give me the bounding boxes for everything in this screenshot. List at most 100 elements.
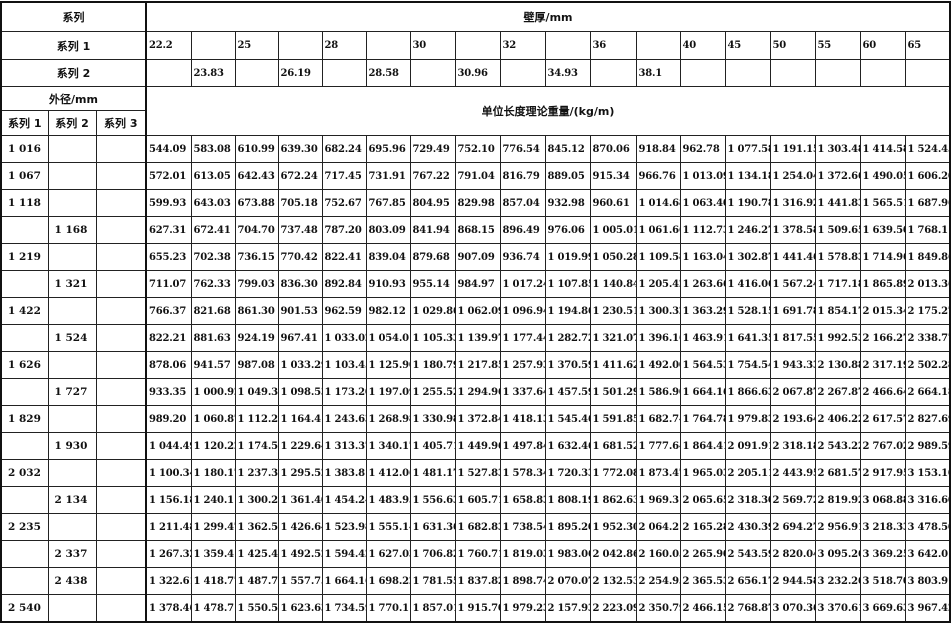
thickness-series1-cell: 22.2 bbox=[145, 31, 192, 60]
weight-cell: 1 449.96 bbox=[454, 432, 501, 460]
thickness-series1-cell bbox=[277, 31, 323, 60]
od-series3-label: 系列 3 bbox=[95, 110, 147, 136]
od-series3-cell bbox=[95, 162, 147, 190]
wall-thickness-header: 壁厚/mm bbox=[145, 1, 951, 32]
weight-cell: 2 681.57 bbox=[814, 459, 861, 487]
weight-cell: 1 463.91 bbox=[679, 324, 726, 352]
weight-cell: 2 820.04 bbox=[769, 540, 816, 568]
weight-cell: 1 180.17 bbox=[190, 459, 236, 487]
weight-cell: 955.14 bbox=[409, 270, 456, 298]
weight-cell: 1 606.20 bbox=[904, 162, 951, 190]
thickness-series2-cell bbox=[814, 59, 861, 87]
weight-cell: 3 232.26 bbox=[814, 567, 861, 595]
thickness-series2-cell: 30.96 bbox=[454, 59, 501, 87]
od-series1-cell: 1 067 bbox=[0, 162, 49, 190]
thickness-series1-cell: 36 bbox=[589, 31, 637, 60]
weight-cell: 1 550.59 bbox=[234, 594, 279, 623]
weight-cell: 941.57 bbox=[190, 351, 236, 379]
table-row: 1 067 572.01 613.05 642.43 672.24 717.45 731.9… bbox=[0, 162, 951, 190]
weight-cell: 1 632.46 bbox=[544, 432, 591, 460]
od-series2-cell bbox=[47, 297, 97, 325]
weight-cell: 2 042.86 bbox=[589, 540, 637, 568]
weight-cell: 1 302.87 bbox=[724, 243, 771, 271]
od-series1-cell: 2 540 bbox=[0, 594, 49, 623]
weight-cell: 1 000.92 bbox=[190, 378, 236, 406]
weight-cell: 766.37 bbox=[145, 297, 192, 325]
od-series2-cell: 1 524 bbox=[47, 324, 97, 352]
table-row: 1 219 655.23 702.38 736.15 770.42 822.41 839.0… bbox=[0, 243, 951, 271]
weight-cell: 1 781.55 bbox=[409, 567, 456, 595]
table-row: 1 829 989.201 060.871 112.231 164.411 243… bbox=[0, 405, 951, 433]
header-row-thickness-series2: 系列 2 23.83 26.19 28.58 30.96 34.93 38.1 bbox=[0, 59, 951, 87]
weight-cell: 896.49 bbox=[499, 216, 546, 244]
weight-cell: 1 441.46 bbox=[769, 243, 816, 271]
weight-cell: 1 864.41 bbox=[679, 432, 726, 460]
weight-cell: 1 497.84 bbox=[499, 432, 546, 460]
weight-cell: 2 067.87 bbox=[769, 378, 816, 406]
weight-cell: 1 706.82 bbox=[409, 540, 456, 568]
weight-cell: 1 837.82 bbox=[454, 567, 501, 595]
weight-cell: 1 255.52 bbox=[409, 378, 456, 406]
weight-cell: 1 591.85 bbox=[589, 405, 637, 433]
weight-cell: 1 370.59 bbox=[544, 351, 591, 379]
weight-cell: 672.24 bbox=[277, 162, 323, 190]
weight-cell: 544.09 bbox=[145, 135, 192, 163]
thickness-series2-cell: 26.19 bbox=[277, 59, 323, 87]
weight-cell: 1 077.58 bbox=[724, 135, 771, 163]
weight-cell: 1 734.59 bbox=[321, 594, 367, 623]
unit-weight-header: 单位长度理论重量/(kg/m) bbox=[145, 86, 951, 136]
weight-cell: 1 100.34 bbox=[145, 459, 192, 487]
weight-cell: 822.21 bbox=[145, 324, 192, 352]
weight-cell: 1 217.85 bbox=[454, 351, 501, 379]
weight-cell: 2 767.02 bbox=[859, 432, 906, 460]
thickness-series2-label: 系列 2 bbox=[0, 59, 147, 87]
thickness-series2-cell bbox=[589, 59, 637, 87]
thickness-series1-cell bbox=[365, 31, 411, 60]
weight-cell: 1 567.24 bbox=[769, 270, 816, 298]
weight-cell: 2 466.15 bbox=[679, 594, 726, 623]
weight-cell: 1 164.41 bbox=[277, 405, 323, 433]
weight-cell: 627.31 bbox=[145, 216, 192, 244]
weight-cell: 1 764.78 bbox=[679, 405, 726, 433]
weight-cell: 1 062.09 bbox=[454, 297, 501, 325]
thickness-series2-cell bbox=[234, 59, 279, 87]
weight-cell: 1 197.09 bbox=[365, 378, 411, 406]
weight-cell: 1 865.89 bbox=[859, 270, 906, 298]
weight-cell: 1 441.83 bbox=[814, 189, 861, 217]
weight-cell: 1 952.30 bbox=[589, 513, 637, 541]
weight-cell: 881.63 bbox=[190, 324, 236, 352]
weight-cell: 1 682.74 bbox=[635, 405, 681, 433]
od-series3-cell bbox=[95, 243, 147, 271]
weight-cell: 1 862.63 bbox=[589, 486, 637, 514]
weight-cell: 841.94 bbox=[409, 216, 456, 244]
weight-cell: 2 466.64 bbox=[859, 378, 906, 406]
thickness-series1-cell: 50 bbox=[769, 31, 816, 60]
od-series3-cell bbox=[95, 135, 147, 163]
weight-cell: 1 205.42 bbox=[635, 270, 681, 298]
weight-cell: 2 065.65 bbox=[679, 486, 726, 514]
od-series3-cell bbox=[95, 486, 147, 514]
weight-cell: 2 132.53 bbox=[589, 567, 637, 595]
weight-cell: 803.09 bbox=[365, 216, 411, 244]
weight-cell: 1 555.14 bbox=[365, 513, 411, 541]
od-series2-cell bbox=[47, 594, 97, 623]
weight-cell: 966.76 bbox=[635, 162, 681, 190]
weight-cell: 1 267.32 bbox=[145, 540, 192, 568]
weight-cell: 861.30 bbox=[234, 297, 279, 325]
weight-cell: 1 490.05 bbox=[859, 162, 906, 190]
od-series1-cell: 2 032 bbox=[0, 459, 49, 487]
thickness-series2-cell bbox=[499, 59, 546, 87]
weight-cell: 1 720.33 bbox=[544, 459, 591, 487]
weight-cell: 1 230.51 bbox=[589, 297, 637, 325]
thickness-series2-cell: 23.83 bbox=[190, 59, 236, 87]
od-series1-cell: 1 219 bbox=[0, 243, 49, 271]
od-series2-cell bbox=[47, 405, 97, 433]
weight-cell: 3 642.01 bbox=[904, 540, 951, 568]
od-series2-cell: 1 727 bbox=[47, 378, 97, 406]
weight-cell: 1 019.99 bbox=[544, 243, 591, 271]
thickness-series2-cell: 38.1 bbox=[635, 59, 681, 87]
weight-cell: 1 556.63 bbox=[409, 486, 456, 514]
weight-cell: 1 268.98 bbox=[365, 405, 411, 433]
weight-cell: 2 944.58 bbox=[769, 567, 816, 595]
